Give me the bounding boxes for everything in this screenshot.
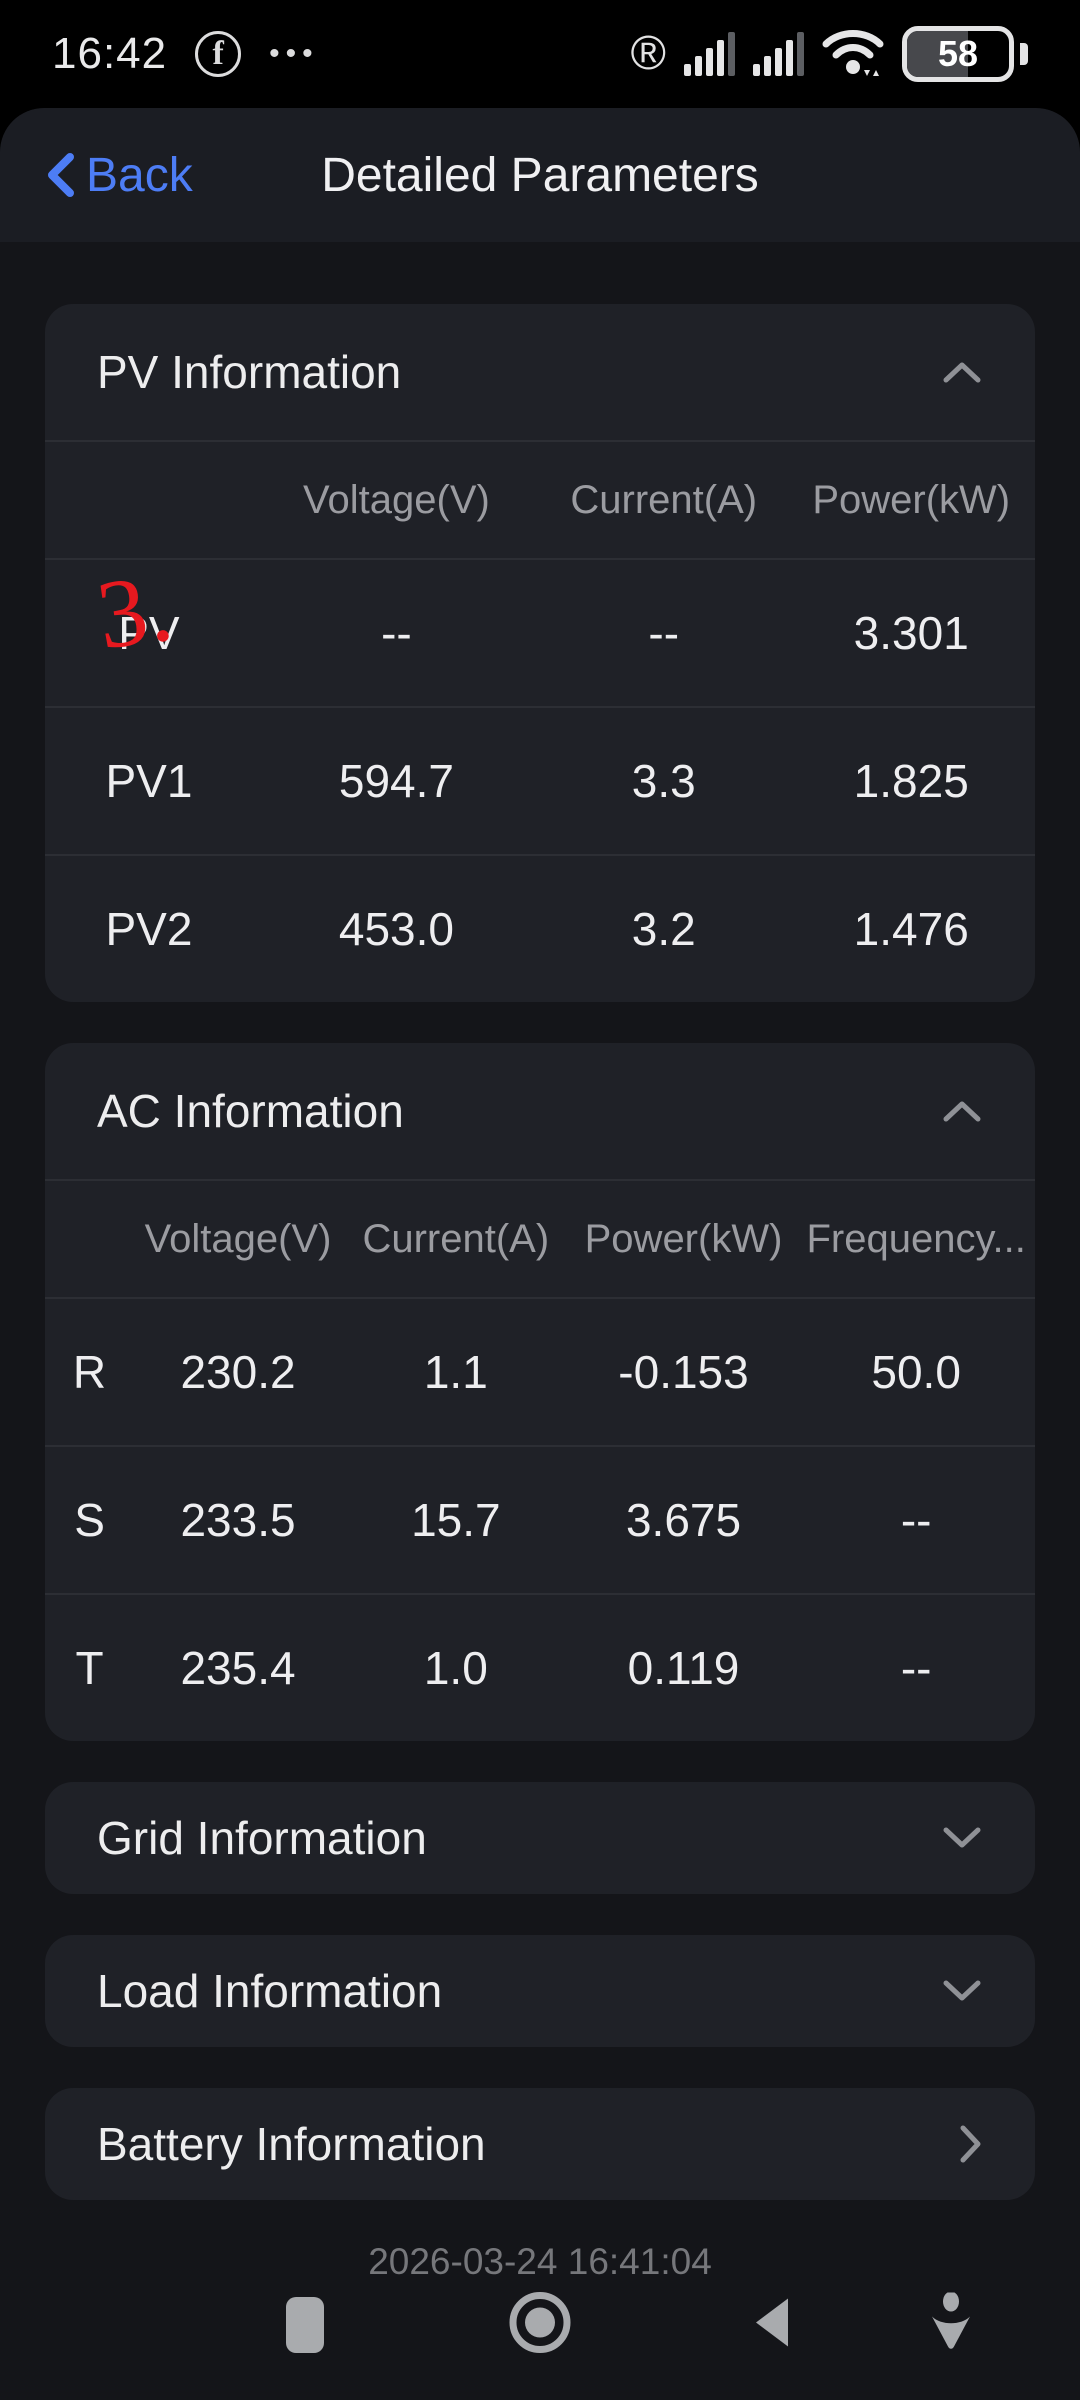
battery-section-title: Battery Information bbox=[97, 2118, 486, 2170]
cell-value: 3.3 bbox=[631, 755, 696, 807]
nav-handle-icon bbox=[932, 2291, 971, 2349]
cell-value: 50.0 bbox=[871, 1346, 961, 1398]
grid-information-card: Grid Information bbox=[45, 1782, 1035, 1894]
cell-value: 3.675 bbox=[625, 1494, 742, 1546]
ac-section-title: AC Information bbox=[97, 1085, 404, 1137]
cell-value: -0.153 bbox=[618, 1346, 749, 1398]
wifi-icon bbox=[822, 26, 884, 83]
grid-section-title: Grid Information bbox=[97, 1812, 427, 1864]
cell-value: 453.0 bbox=[338, 903, 454, 955]
cell-value: 3.301 bbox=[853, 607, 969, 659]
page-title: Detailed Parameters bbox=[321, 148, 759, 202]
row-label: PV bbox=[118, 607, 180, 659]
row-label: S bbox=[74, 1494, 105, 1546]
ac-information-card: AC Information Voltage(V) Current(A) Pow… bbox=[45, 1043, 1035, 1741]
pv-col-voltage: Voltage(V) bbox=[303, 477, 490, 522]
cell-value: 1.0 bbox=[423, 1642, 488, 1694]
pv-col-power: Power(kW) bbox=[812, 477, 1011, 522]
back-nav-button[interactable] bbox=[750, 2297, 794, 2354]
table-row: PV2 453.0 3.2 1.476 bbox=[45, 854, 1035, 1002]
ac-col-power: Power(kW) bbox=[584, 1216, 783, 1261]
table-row: S 233.5 15.7 3.675 -- bbox=[45, 1445, 1035, 1593]
row-label: T bbox=[75, 1642, 104, 1694]
battery-information-card: Battery Information bbox=[45, 2088, 1035, 2200]
cell-value: -- bbox=[648, 607, 680, 659]
table-row: PV1 594.7 3.3 1.825 bbox=[45, 706, 1035, 854]
cell-value: 1.476 bbox=[853, 903, 969, 955]
cellular-signal-icon-2 bbox=[753, 32, 804, 76]
home-button[interactable] bbox=[508, 2291, 572, 2360]
cell-value: 235.4 bbox=[180, 1642, 296, 1694]
load-section-title: Load Information bbox=[97, 1965, 443, 2017]
app-header: Back Detailed Parameters bbox=[0, 108, 1080, 242]
cell-value: -- bbox=[381, 607, 412, 659]
load-section-header[interactable]: Load Information bbox=[45, 1935, 1035, 2047]
row-label: PV1 bbox=[105, 755, 193, 807]
table-row: R 230.2 1.1 -0.153 50.0 bbox=[45, 1297, 1035, 1445]
row-label: PV2 bbox=[105, 903, 193, 955]
cell-value: 233.5 bbox=[180, 1494, 296, 1546]
cellular-signal-icon-1 bbox=[684, 32, 735, 76]
ac-col-frequency: Frequency... bbox=[806, 1216, 1026, 1261]
cell-value: 3.2 bbox=[631, 903, 696, 955]
cell-value: -- bbox=[900, 1642, 932, 1694]
battery-section-header[interactable]: Battery Information bbox=[45, 2088, 1035, 2200]
back-label: Back bbox=[86, 148, 193, 202]
battery-icon: 58 bbox=[902, 26, 1014, 82]
status-bar: 16:42 f ••• ® 58 bbox=[0, 0, 1080, 108]
more-notifications-icon: ••• bbox=[269, 37, 319, 70]
pv-section-title: PV Information bbox=[97, 346, 402, 398]
clock: 16:42 bbox=[52, 29, 168, 78]
pv-col-current: Current(A) bbox=[570, 477, 758, 522]
handwritten-annotation: 3. bbox=[90, 553, 179, 671]
chevron-left-icon bbox=[48, 153, 74, 197]
table-row: T 235.4 1.0 0.119 -- bbox=[45, 1593, 1035, 1741]
android-nav-bar bbox=[0, 2250, 1080, 2400]
home-circle-icon bbox=[509, 2292, 571, 2353]
cell-value: 594.7 bbox=[338, 755, 454, 807]
chevron-down-icon bbox=[943, 1980, 981, 2001]
chevron-up-icon bbox=[943, 1101, 981, 1122]
app-sheet: Back Detailed Parameters 3. PV Informati… bbox=[0, 108, 1080, 2400]
cell-value: 230.2 bbox=[180, 1346, 296, 1398]
cell-value: -- bbox=[900, 1494, 932, 1546]
cell-value: 0.119 bbox=[627, 1642, 740, 1694]
recents-button[interactable] bbox=[285, 2297, 324, 2353]
cell-value: 1.825 bbox=[853, 755, 969, 807]
nav-handle-button[interactable] bbox=[927, 2291, 975, 2358]
ac-section-header[interactable]: AC Information bbox=[45, 1043, 1035, 1179]
pv-information-card: PV Information Voltage(V) Current(A) Pow… bbox=[45, 304, 1035, 1002]
battery-tip bbox=[1020, 43, 1028, 65]
cell-value: 1.1 bbox=[423, 1346, 488, 1398]
grid-section-header[interactable]: Grid Information bbox=[45, 1782, 1035, 1894]
roaming-icon: ® bbox=[630, 27, 666, 80]
pv-section-header[interactable]: PV Information bbox=[45, 304, 1035, 440]
ac-col-voltage: Voltage(V) bbox=[144, 1216, 332, 1261]
ac-table-header: Voltage(V) Current(A) Power(kW) Frequenc… bbox=[45, 1179, 1035, 1297]
pv-table-header: Voltage(V) Current(A) Power(kW) bbox=[45, 440, 1035, 558]
back-button[interactable]: Back bbox=[46, 148, 193, 203]
facebook-notification-icon: f bbox=[195, 31, 242, 77]
ac-col-current: Current(A) bbox=[362, 1216, 550, 1261]
chevron-down-icon bbox=[943, 1827, 981, 1848]
table-row: PV -- -- 3.301 bbox=[45, 558, 1035, 706]
row-label: R bbox=[72, 1346, 107, 1398]
back-triangle-icon bbox=[756, 2298, 789, 2347]
cell-value: 15.7 bbox=[411, 1494, 501, 1546]
chevron-up-icon bbox=[943, 362, 981, 383]
battery-percent: 58 bbox=[937, 33, 979, 74]
chevron-right-icon bbox=[960, 2125, 981, 2163]
last-updated-timestamp: 2026-03-24 16:41:04 bbox=[368, 2241, 712, 2282]
load-information-card: Load Information bbox=[45, 1935, 1035, 2047]
content: PV Information Voltage(V) Current(A) Pow… bbox=[0, 242, 1080, 2283]
